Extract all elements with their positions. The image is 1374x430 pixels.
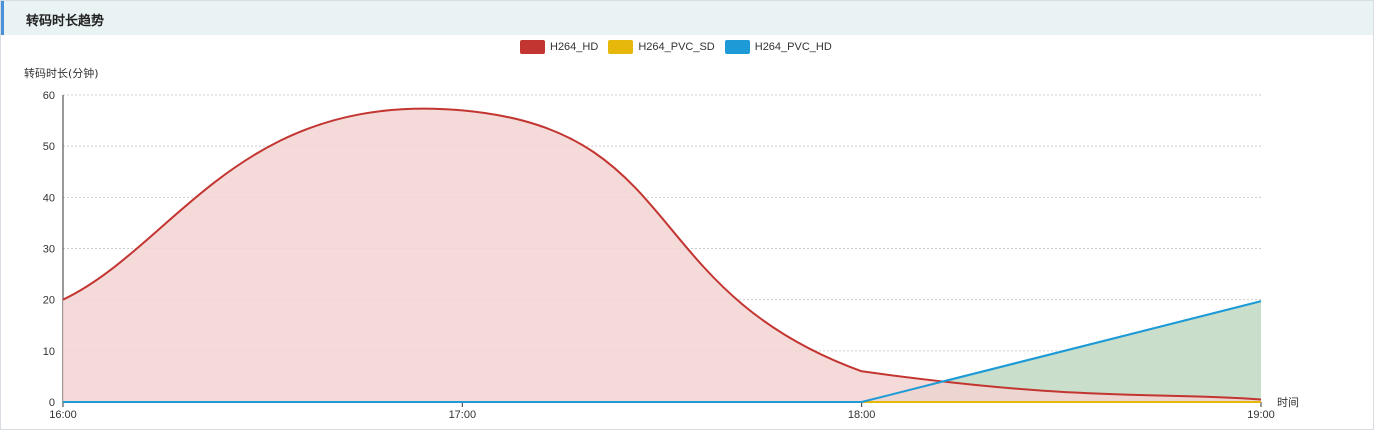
line-h264-hd	[62, 107, 1262, 401]
line-h264-pvc-hd-top	[63, 300, 1262, 403]
area-h264-hd	[63, 108, 1261, 402]
legend-swatch	[608, 40, 634, 54]
y-tick-label: 20	[43, 295, 55, 307]
x-tick-label: 18:00	[848, 409, 876, 421]
legend-label: H264_HD	[550, 41, 599, 53]
y-tick-label: 0	[49, 397, 55, 409]
legend-item-h264-pvc-sd[interactable]: H264_PVC_SD	[608, 40, 715, 54]
y-tick-label: 10	[43, 346, 55, 358]
y-axis-title: 转码时长(分钟)	[24, 67, 99, 80]
x-tick-label: 16:00	[49, 409, 77, 421]
panel-header: 转码时长趋势	[1, 1, 1373, 35]
y-tick-label: 30	[43, 244, 55, 256]
x-axis-title: 时间	[1277, 396, 1299, 409]
y-tick-label: 60	[43, 90, 55, 102]
y-tick-label: 50	[43, 141, 55, 153]
panel-title: 转码时长趋势	[26, 14, 105, 29]
legend-label: H264_PVC_HD	[754, 41, 832, 53]
legend-item-h264-hd[interactable]: H264_HD	[520, 40, 598, 54]
legend-item-h264-pvc-hd[interactable]: H264_PVC_HD	[724, 40, 832, 54]
chart-legend: H264_HD H264_PVC_SD H264_PVC_HD	[520, 39, 842, 55]
legend-swatch	[724, 40, 750, 54]
legend-label: H264_PVC_SD	[638, 41, 715, 53]
x-tick-label: 19:00	[1247, 409, 1275, 421]
x-tick-label: 17:00	[449, 409, 477, 421]
legend-swatch	[520, 40, 545, 54]
y-tick-label: 40	[43, 192, 55, 204]
area-h264-pvc-hd	[63, 301, 1261, 402]
